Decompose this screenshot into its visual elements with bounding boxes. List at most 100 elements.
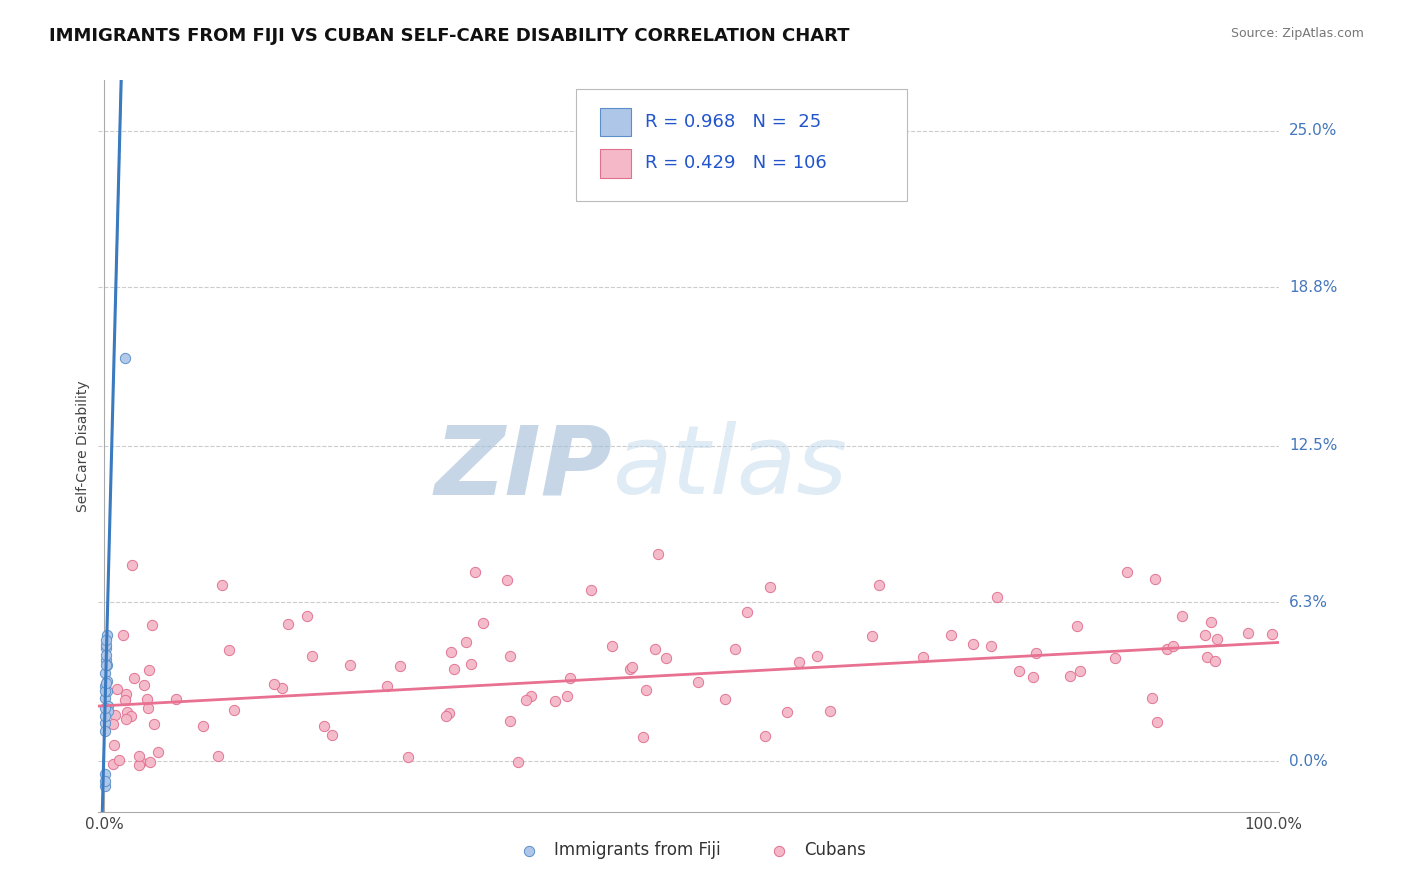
Point bbox=[647, 548, 669, 562]
Legend: Immigrants from Fiji, Cubans: Immigrants from Fiji, Cubans bbox=[506, 834, 872, 865]
Text: 6.3%: 6.3% bbox=[1289, 595, 1327, 610]
Point bbox=[276, 616, 298, 631]
Point bbox=[1144, 572, 1167, 586]
Point bbox=[1237, 625, 1260, 640]
Point bbox=[655, 650, 678, 665]
Point bbox=[389, 659, 412, 673]
Point bbox=[560, 671, 582, 685]
Point bbox=[759, 580, 782, 594]
Point bbox=[1156, 641, 1178, 656]
Point bbox=[1204, 654, 1226, 668]
Point bbox=[165, 691, 187, 706]
Point bbox=[1206, 632, 1229, 646]
Point bbox=[506, 755, 529, 769]
Point bbox=[114, 351, 136, 365]
Point bbox=[108, 753, 131, 767]
Text: 0.0%: 0.0% bbox=[1289, 754, 1327, 769]
Point bbox=[735, 605, 758, 619]
Point bbox=[94, 724, 117, 739]
Point bbox=[94, 716, 117, 731]
Point bbox=[94, 691, 117, 706]
Point bbox=[1069, 664, 1091, 678]
Point bbox=[94, 679, 117, 693]
Point bbox=[312, 719, 335, 733]
Point bbox=[377, 679, 399, 693]
Point bbox=[218, 642, 240, 657]
Point bbox=[96, 658, 118, 673]
Point bbox=[143, 717, 166, 731]
Point bbox=[789, 655, 811, 669]
Point bbox=[499, 714, 522, 728]
Point bbox=[122, 671, 145, 685]
Point bbox=[1025, 646, 1047, 660]
Text: Source: ZipAtlas.com: Source: ZipAtlas.com bbox=[1230, 27, 1364, 40]
Point bbox=[107, 682, 129, 697]
Point bbox=[321, 728, 343, 742]
Point bbox=[97, 704, 120, 718]
Point bbox=[1170, 609, 1192, 624]
Point bbox=[94, 676, 117, 690]
Point bbox=[1194, 628, 1216, 642]
Point bbox=[94, 701, 117, 715]
Point bbox=[94, 767, 117, 781]
Point bbox=[94, 774, 117, 789]
Point bbox=[104, 708, 127, 723]
Point bbox=[1195, 650, 1218, 665]
Point bbox=[136, 701, 159, 715]
Point bbox=[339, 657, 361, 672]
Point bbox=[1146, 714, 1168, 729]
Point bbox=[868, 578, 890, 592]
Point bbox=[114, 712, 136, 726]
Point bbox=[148, 745, 170, 759]
Point bbox=[94, 683, 117, 698]
Text: 12.5%: 12.5% bbox=[1289, 439, 1337, 453]
Point bbox=[634, 682, 657, 697]
Point bbox=[1066, 619, 1088, 633]
Text: 25.0%: 25.0% bbox=[1289, 123, 1337, 138]
Point bbox=[515, 693, 537, 707]
Text: R = 0.429   N = 106: R = 0.429 N = 106 bbox=[645, 154, 827, 172]
Point bbox=[96, 628, 118, 642]
Point bbox=[129, 755, 152, 769]
Point bbox=[121, 558, 143, 572]
Point bbox=[619, 662, 641, 676]
Point bbox=[1199, 615, 1222, 630]
Point bbox=[396, 749, 419, 764]
Point bbox=[544, 693, 567, 707]
Point bbox=[911, 649, 934, 664]
Point bbox=[138, 663, 160, 677]
Point bbox=[579, 582, 602, 597]
Point bbox=[724, 641, 747, 656]
Point bbox=[1261, 627, 1284, 641]
Point bbox=[101, 717, 124, 731]
Point bbox=[96, 683, 118, 698]
Point bbox=[443, 662, 465, 676]
Point bbox=[520, 689, 543, 703]
Point bbox=[631, 731, 654, 745]
Point bbox=[94, 640, 117, 655]
Point bbox=[1161, 639, 1184, 653]
Point bbox=[434, 709, 457, 723]
Point bbox=[1115, 565, 1137, 579]
Point bbox=[472, 615, 495, 630]
Text: IMMIGRANTS FROM FIJI VS CUBAN SELF-CARE DISABILITY CORRELATION CHART: IMMIGRANTS FROM FIJI VS CUBAN SELF-CARE … bbox=[49, 27, 849, 45]
Point bbox=[939, 628, 962, 642]
Text: 18.8%: 18.8% bbox=[1289, 279, 1337, 294]
Point bbox=[686, 674, 709, 689]
Text: R = 0.968   N =  25: R = 0.968 N = 25 bbox=[645, 113, 821, 131]
Point bbox=[1022, 670, 1045, 684]
Point bbox=[114, 693, 136, 707]
Point bbox=[96, 673, 118, 688]
Point bbox=[495, 573, 517, 587]
Point bbox=[120, 709, 142, 723]
Text: ZIP: ZIP bbox=[434, 421, 612, 515]
Point bbox=[498, 648, 520, 663]
Point bbox=[600, 640, 623, 654]
Point bbox=[128, 749, 150, 764]
Point bbox=[1008, 664, 1031, 678]
Point bbox=[132, 677, 155, 691]
Point bbox=[207, 749, 229, 764]
Point bbox=[620, 659, 643, 673]
Point bbox=[986, 591, 1008, 605]
Point bbox=[94, 658, 117, 673]
